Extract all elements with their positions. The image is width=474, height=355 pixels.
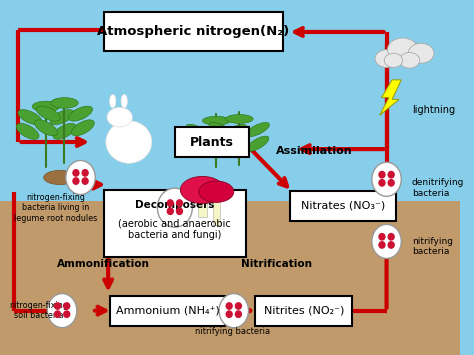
Ellipse shape — [157, 188, 192, 227]
FancyBboxPatch shape — [175, 127, 248, 157]
Ellipse shape — [72, 169, 80, 177]
Ellipse shape — [50, 110, 74, 125]
Ellipse shape — [54, 310, 61, 318]
Ellipse shape — [44, 170, 76, 185]
Ellipse shape — [166, 207, 174, 215]
Ellipse shape — [176, 199, 183, 207]
Ellipse shape — [210, 136, 232, 152]
Text: nitrifying bacteria: nitrifying bacteria — [195, 327, 270, 337]
FancyBboxPatch shape — [103, 12, 283, 51]
Ellipse shape — [209, 122, 233, 137]
Ellipse shape — [18, 110, 42, 125]
Text: nitrogen-fixing
soil bacteria: nitrogen-fixing soil bacteria — [9, 301, 69, 320]
Text: (aerobic and anaerobic
bacteria and fungi): (aerobic and anaerobic bacteria and fung… — [118, 218, 231, 240]
Ellipse shape — [246, 136, 269, 152]
Text: Atmospheric nitrogen(N₂): Atmospheric nitrogen(N₂) — [97, 26, 290, 38]
Ellipse shape — [51, 98, 78, 108]
Ellipse shape — [53, 124, 76, 139]
Text: Plants: Plants — [190, 136, 234, 148]
Text: denitrifying
bacteria: denitrifying bacteria — [412, 179, 464, 198]
Ellipse shape — [109, 94, 116, 108]
Ellipse shape — [176, 207, 183, 215]
Circle shape — [375, 50, 398, 67]
Ellipse shape — [47, 294, 77, 328]
Ellipse shape — [16, 124, 39, 139]
Text: Nitrites (NO₂⁻): Nitrites (NO₂⁻) — [264, 306, 344, 316]
Ellipse shape — [378, 171, 386, 179]
Ellipse shape — [224, 138, 246, 153]
Circle shape — [400, 53, 419, 68]
Ellipse shape — [166, 199, 174, 207]
Circle shape — [384, 53, 403, 67]
Text: nitrifying
bacteria: nitrifying bacteria — [412, 237, 453, 256]
Ellipse shape — [107, 108, 132, 127]
Ellipse shape — [121, 94, 128, 108]
Text: lightning: lightning — [412, 105, 455, 115]
Ellipse shape — [372, 224, 401, 258]
Ellipse shape — [72, 177, 80, 185]
Ellipse shape — [378, 233, 386, 241]
Circle shape — [408, 43, 434, 63]
FancyBboxPatch shape — [255, 295, 352, 326]
Ellipse shape — [82, 177, 89, 185]
Ellipse shape — [72, 120, 94, 136]
FancyBboxPatch shape — [103, 190, 246, 257]
Ellipse shape — [36, 106, 60, 121]
Text: Ammonium (NH₄⁺): Ammonium (NH₄⁺) — [116, 306, 220, 316]
Ellipse shape — [387, 179, 395, 187]
Ellipse shape — [372, 162, 401, 196]
Ellipse shape — [387, 233, 395, 241]
Ellipse shape — [387, 241, 395, 249]
Ellipse shape — [246, 122, 270, 137]
Ellipse shape — [181, 176, 225, 203]
Polygon shape — [380, 80, 401, 115]
Ellipse shape — [378, 179, 386, 187]
Ellipse shape — [32, 101, 60, 112]
FancyBboxPatch shape — [290, 191, 396, 221]
Bar — [213, 202, 219, 224]
Ellipse shape — [66, 160, 95, 195]
Circle shape — [387, 38, 418, 61]
Ellipse shape — [106, 121, 152, 163]
Ellipse shape — [63, 302, 71, 310]
Ellipse shape — [82, 169, 89, 177]
FancyBboxPatch shape — [110, 295, 226, 326]
Ellipse shape — [199, 181, 234, 202]
Ellipse shape — [235, 302, 242, 310]
Ellipse shape — [226, 114, 253, 123]
Ellipse shape — [35, 120, 57, 136]
Ellipse shape — [186, 124, 210, 138]
Text: Decomposers: Decomposers — [135, 200, 215, 211]
Text: nitrogen-fixing
bacteria living in
legume root nodules: nitrogen-fixing bacteria living in legum… — [14, 193, 97, 223]
Ellipse shape — [219, 294, 248, 328]
Ellipse shape — [226, 310, 233, 318]
Ellipse shape — [387, 171, 395, 179]
Text: Nitrification: Nitrification — [241, 260, 311, 269]
Ellipse shape — [378, 241, 386, 249]
Text: Ammonification: Ammonification — [57, 260, 150, 269]
Ellipse shape — [202, 116, 230, 125]
Ellipse shape — [54, 302, 61, 310]
Ellipse shape — [63, 310, 71, 318]
Ellipse shape — [69, 106, 92, 121]
Ellipse shape — [223, 124, 246, 138]
Ellipse shape — [187, 138, 209, 153]
Bar — [0, 0, 460, 201]
Bar — [198, 198, 207, 217]
Bar — [0, 201, 460, 355]
Ellipse shape — [226, 302, 233, 310]
Text: Assimilation: Assimilation — [276, 146, 353, 156]
Text: Nitrates (NO₃⁻): Nitrates (NO₃⁻) — [301, 201, 385, 211]
Ellipse shape — [235, 310, 242, 318]
